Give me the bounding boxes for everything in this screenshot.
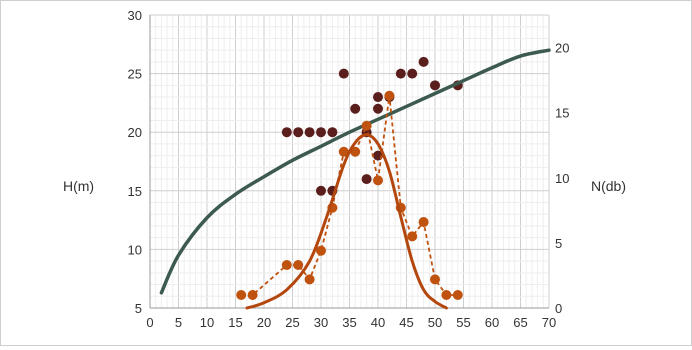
x-tick-label: 55 — [456, 315, 470, 330]
data-point-h — [418, 56, 429, 67]
series-layer — [159, 48, 551, 310]
data-point-n — [384, 90, 395, 101]
y-right-tick-label: 15 — [555, 106, 569, 121]
data-point-n — [373, 175, 383, 186]
data-point-n — [304, 274, 315, 285]
data-point-n — [338, 146, 349, 157]
x-tick-label: 15 — [228, 315, 242, 330]
data-point-h — [373, 103, 383, 114]
data-point-n — [293, 260, 304, 271]
data-point-n — [316, 245, 326, 256]
data-point-h — [395, 68, 406, 79]
y-axis-right-label: N(db) — [591, 178, 626, 194]
data-point-n — [441, 289, 452, 300]
y-right-tick-label: 10 — [555, 171, 569, 186]
y-left-tick-label: 30 — [128, 8, 142, 23]
x-tick-label: 30 — [314, 315, 328, 330]
data-point-h — [407, 68, 418, 79]
data-point-n — [452, 289, 463, 300]
x-tick-label: 65 — [513, 315, 527, 330]
x-tick-label: 40 — [371, 315, 385, 330]
x-tick-label: 50 — [428, 315, 442, 330]
x-tick-label: 25 — [285, 315, 299, 330]
x-tick-label: 70 — [542, 315, 556, 330]
data-point-h — [327, 127, 338, 138]
data-point-h — [430, 80, 440, 91]
data-point-n — [361, 120, 372, 131]
data-point-h — [281, 127, 292, 138]
trend-curve-h — [159, 48, 551, 295]
axes-layer: 0 5 10 15 20 25 30 35 40 45 50 55 60 65 70510152025300… — [128, 8, 570, 330]
data-point-h — [316, 127, 326, 138]
data-point-h — [350, 103, 361, 114]
x-tick-label: 60 — [485, 315, 499, 330]
data-point-n — [418, 217, 429, 228]
y-left-tick-label: 5 — [135, 301, 142, 316]
data-point-n — [407, 231, 418, 242]
data-point-n — [430, 274, 440, 285]
y-right-tick-label: 5 — [555, 236, 562, 251]
data-point-h — [316, 185, 326, 196]
data-point-h — [293, 127, 304, 138]
x-tick-label: 45 — [399, 315, 413, 330]
x-tick-label: 0 — [146, 315, 153, 330]
y-left-tick-label: 15 — [128, 184, 142, 199]
grid-layer — [149, 14, 550, 309]
y-left-tick-label: 25 — [128, 67, 142, 82]
y-right-tick-label: 20 — [555, 41, 569, 56]
x-tick-label: 5 — [175, 315, 182, 330]
x-tick-label: 10 — [200, 315, 214, 330]
x-tick-label: 35 — [342, 315, 356, 330]
y-left-tick-label: 20 — [128, 125, 142, 140]
data-point-n — [350, 146, 361, 157]
data-point-h — [361, 174, 372, 185]
y-axis-left-label: H(m) — [63, 178, 94, 194]
y-left-tick-label: 10 — [128, 242, 142, 257]
y-right-tick-label: 0 — [555, 301, 562, 316]
x-tick-label: 20 — [257, 315, 271, 330]
data-point-n — [281, 260, 292, 271]
fit-curve-n — [245, 133, 448, 310]
data-point-n — [247, 289, 258, 300]
data-point-h — [373, 92, 383, 103]
data-point-h — [304, 127, 315, 138]
data-point-n — [236, 289, 247, 300]
data-point-h — [338, 68, 349, 79]
